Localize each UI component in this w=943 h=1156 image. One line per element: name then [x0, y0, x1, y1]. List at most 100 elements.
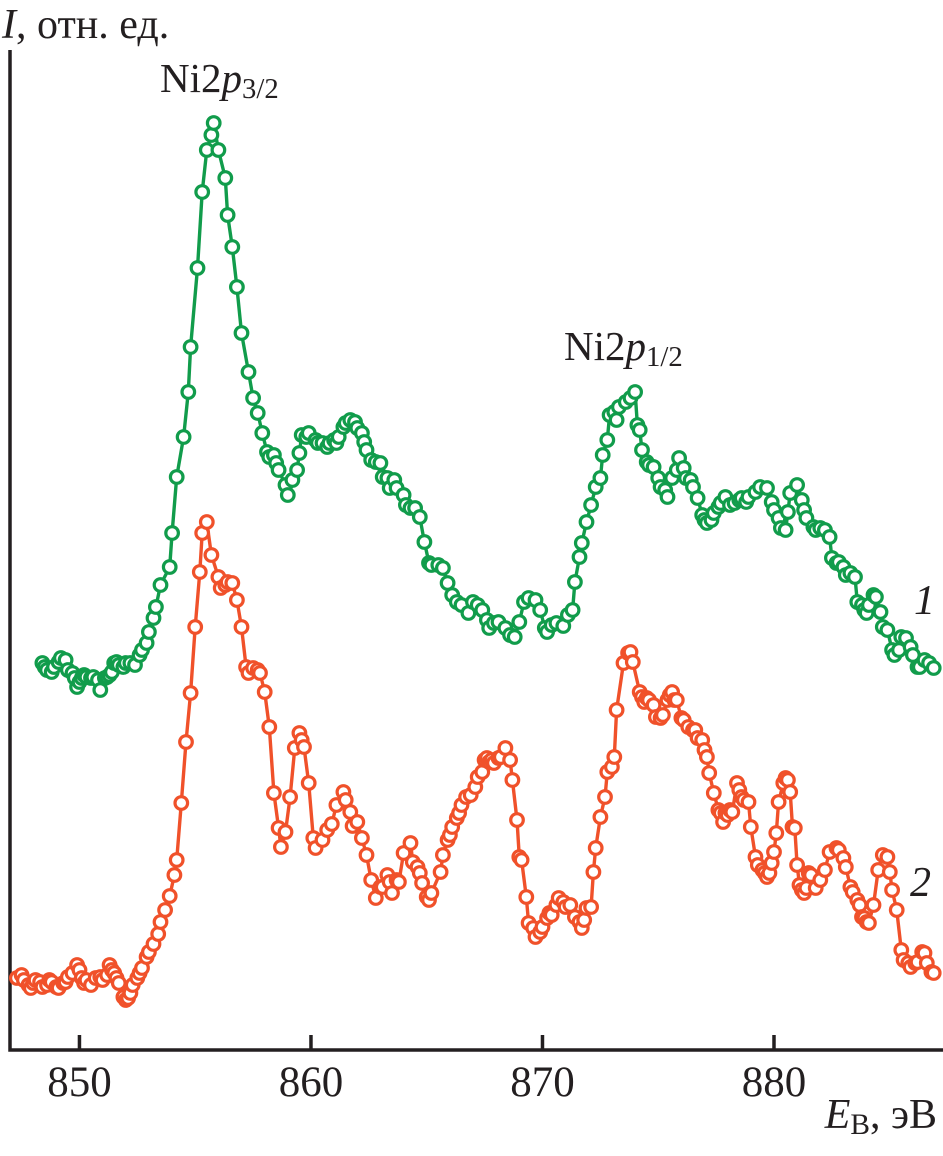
data-point-marker-1: [872, 604, 889, 620]
data-point-marker-2: [699, 749, 715, 765]
x-tick-label-850: 850: [47, 1059, 112, 1106]
data-point-marker-2: [414, 875, 431, 891]
data-point-marker-1: [532, 602, 549, 618]
data-point-marker-2: [513, 852, 530, 868]
curve-label-1: 1: [914, 578, 935, 624]
data-point-marker-1: [689, 490, 706, 506]
data-point-marker-1: [194, 184, 211, 200]
data-point-marker-2: [925, 965, 942, 981]
data-point-marker-2: [770, 794, 787, 810]
data-point-marker-1: [511, 614, 528, 630]
data-point-marker-2: [273, 839, 289, 855]
data-point-marker-2: [766, 844, 782, 860]
data-point-marker-1: [821, 529, 838, 545]
data-point-marker-1: [608, 412, 625, 428]
data-point-marker-2: [884, 882, 900, 898]
x-axis-symbol: E: [824, 1092, 851, 1138]
data-point-marker-1: [189, 260, 206, 276]
data-point-marker-2: [504, 772, 521, 788]
data-point-marker-2: [391, 874, 407, 890]
data-point-marker-2: [701, 765, 718, 781]
y-axis-label: I, отн. ед.: [2, 4, 169, 46]
data-point-marker-2: [655, 707, 671, 723]
data-point-marker-1: [291, 445, 308, 461]
data-point-marker-2: [518, 889, 535, 905]
data-point-marker-1: [249, 405, 266, 421]
x-axis-units: , эВ: [869, 1092, 937, 1138]
data-point-marker-1: [879, 622, 896, 638]
data-point-marker-2: [256, 684, 273, 700]
data-point-marker-1: [789, 477, 805, 493]
data-point-marker-2: [296, 739, 312, 755]
data-point-marker-2: [705, 785, 722, 801]
data-point-marker-1: [161, 559, 178, 575]
data-point-marker-2: [879, 849, 896, 865]
data-point-marker-2: [233, 619, 250, 635]
data-point-marker-1: [147, 599, 164, 615]
data-point-marker-1: [205, 115, 222, 131]
data-point-marker-2: [881, 864, 898, 880]
data-point-marker-2: [228, 592, 245, 608]
data-point-marker-2: [861, 915, 877, 931]
data-point-marker-2: [224, 575, 241, 591]
data-point-marker-2: [624, 654, 641, 670]
data-point-marker-2: [266, 785, 282, 801]
data-point-marker-2: [817, 862, 833, 878]
data-point-marker-1: [592, 470, 609, 486]
data-point-marker-1: [567, 574, 583, 590]
data-point-marker-2: [300, 775, 317, 791]
data-point-marker-2: [178, 734, 194, 750]
data-point-marker-1: [759, 480, 775, 496]
y-axis-units: , отн. ед.: [16, 2, 170, 48]
data-point-marker-2: [592, 809, 609, 825]
data-point-marker-2: [837, 859, 854, 875]
data-point-marker-1: [152, 577, 169, 593]
data-point-marker-2: [384, 885, 400, 901]
curve-label-2: 2: [910, 860, 931, 906]
data-point-marker-1: [180, 384, 197, 400]
data-point-marker-1: [228, 279, 245, 295]
data-point-marker-1: [573, 535, 590, 551]
data-point-marker-1: [777, 522, 794, 538]
data-point-marker-1: [140, 624, 157, 640]
y-axis-symbol: I: [2, 2, 16, 48]
data-point-marker-1: [245, 390, 262, 406]
data-point-marker-1: [372, 455, 389, 471]
data-point-marker-1: [435, 560, 451, 576]
data-point-marker-1: [631, 422, 648, 438]
data-point-marker-2: [888, 902, 905, 918]
data-point-marker-2: [606, 749, 623, 765]
data-point-marker-1: [270, 462, 287, 478]
data-point-marker-2: [724, 804, 741, 820]
data-point-marker-2: [110, 975, 127, 991]
data-point-marker-1: [217, 170, 234, 186]
data-point-marker-2: [782, 784, 799, 800]
data-point-marker-1: [571, 549, 588, 565]
data-point-marker-2: [423, 885, 440, 901]
data-point-marker-2: [786, 820, 803, 836]
data-point-marker-1: [182, 339, 199, 355]
data-point-marker-1: [279, 487, 296, 503]
data-point-marker-2: [323, 816, 340, 832]
data-point-marker-1: [780, 504, 796, 520]
data-point-marker-2: [432, 864, 449, 880]
data-point-marker-2: [597, 789, 613, 805]
data-point-marker-2: [252, 665, 268, 681]
data-point-marker-2: [198, 514, 215, 530]
x-tick-label-860: 860: [278, 1059, 344, 1106]
data-point-marker-2: [587, 840, 604, 856]
data-point-marker-1: [175, 429, 192, 445]
data-point-marker-1: [219, 207, 236, 223]
data-point-marker-1: [233, 325, 250, 341]
data-point-marker-1: [578, 514, 595, 530]
data-point-marker-2: [585, 864, 602, 880]
data-point-marker-2: [349, 814, 366, 830]
data-point-marker-2: [789, 857, 805, 873]
data-point-marker-1: [847, 569, 863, 585]
data-point-marker-2: [182, 685, 199, 701]
data-point-marker-1: [627, 384, 643, 400]
data-point-marker-2: [583, 899, 599, 915]
data-point-marker-1: [599, 432, 616, 448]
x-tick-label-870: 870: [510, 1059, 575, 1106]
